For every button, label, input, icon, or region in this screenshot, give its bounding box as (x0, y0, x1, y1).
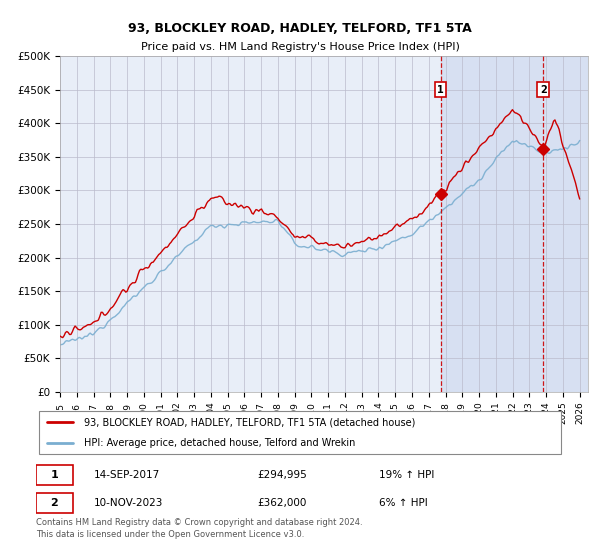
FancyBboxPatch shape (38, 411, 562, 454)
Text: HPI: Average price, detached house, Telford and Wrekin: HPI: Average price, detached house, Telf… (83, 438, 355, 448)
Text: 93, BLOCKLEY ROAD, HADLEY, TELFORD, TF1 5TA: 93, BLOCKLEY ROAD, HADLEY, TELFORD, TF1 … (128, 22, 472, 35)
Text: 19% ↑ HPI: 19% ↑ HPI (379, 470, 434, 479)
Text: Contains HM Land Registry data © Crown copyright and database right 2024.
This d: Contains HM Land Registry data © Crown c… (36, 518, 362, 539)
Bar (547, 56, 588, 392)
Text: Price paid vs. HM Land Registry's House Price Index (HPI): Price paid vs. HM Land Registry's House … (140, 42, 460, 52)
Text: 93, BLOCKLEY ROAD, HADLEY, TELFORD, TF1 5TA (detached house): 93, BLOCKLEY ROAD, HADLEY, TELFORD, TF1 … (83, 417, 415, 427)
Text: 1: 1 (437, 85, 444, 95)
Text: 14-SEP-2017: 14-SEP-2017 (94, 470, 160, 479)
Text: £362,000: £362,000 (258, 498, 307, 507)
Text: 6% ↑ HPI: 6% ↑ HPI (379, 498, 428, 507)
Text: 2: 2 (540, 85, 547, 95)
Text: 2: 2 (50, 498, 58, 507)
Text: 1: 1 (50, 470, 58, 479)
Text: 10-NOV-2023: 10-NOV-2023 (94, 498, 163, 507)
Text: £294,995: £294,995 (258, 470, 308, 479)
Bar (440, 56, 588, 392)
FancyBboxPatch shape (36, 465, 73, 485)
FancyBboxPatch shape (36, 493, 73, 513)
